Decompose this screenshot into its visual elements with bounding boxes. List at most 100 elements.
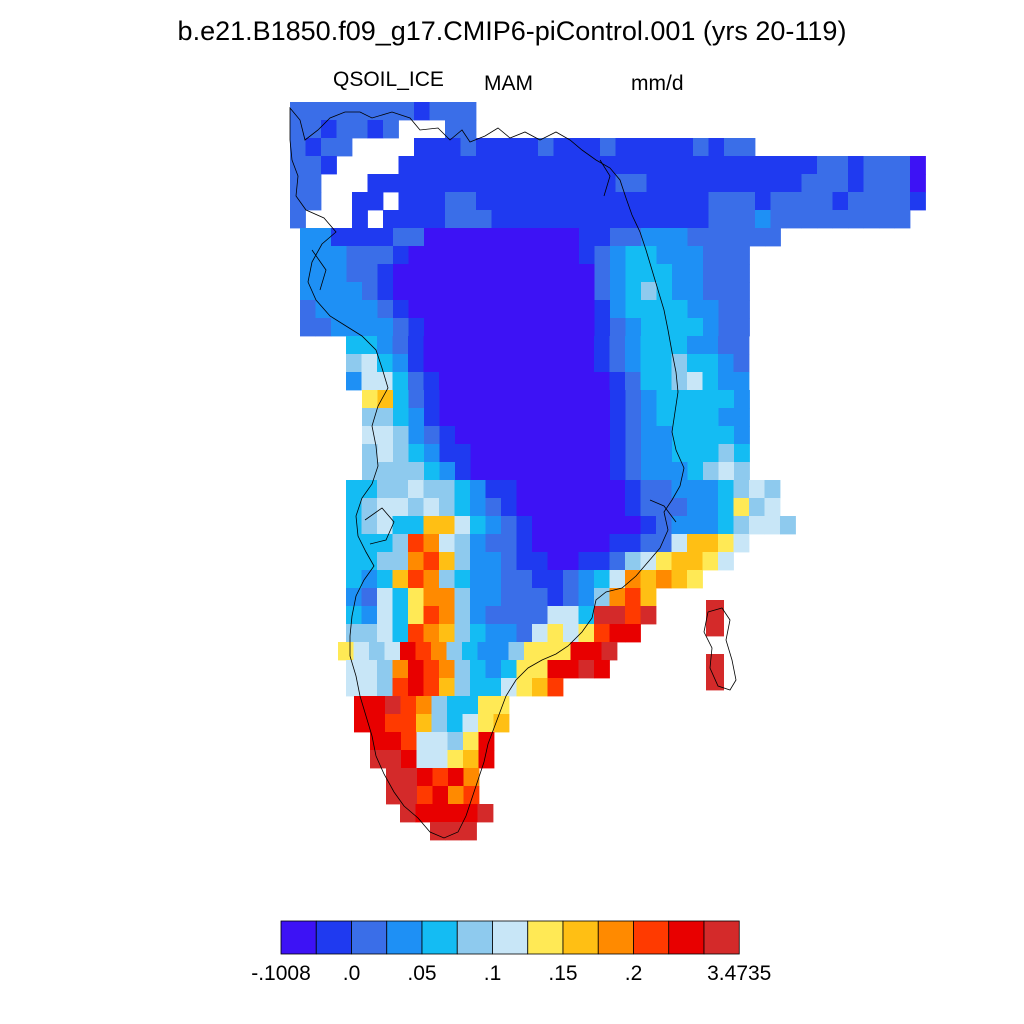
grid-cell — [610, 282, 626, 301]
grid-cell — [423, 660, 440, 679]
grid-cell — [548, 426, 564, 445]
grid-cell — [703, 282, 719, 301]
grid-cell — [321, 102, 337, 121]
grid-cell — [423, 570, 440, 589]
grid-cell — [569, 210, 585, 229]
grid-cell — [801, 192, 818, 211]
grid-cell — [392, 660, 409, 679]
grid-cell — [610, 462, 626, 481]
grid-cell — [687, 480, 703, 499]
grid-cell — [423, 516, 440, 535]
grid-cell — [569, 192, 585, 211]
grid-cell — [331, 228, 347, 247]
grid-cell — [305, 156, 322, 175]
grid-cell — [609, 552, 626, 571]
grid-cell — [346, 282, 363, 301]
grid-cell — [734, 300, 750, 319]
grid-cell — [517, 282, 533, 301]
grid-cell — [300, 300, 316, 319]
grid-cell — [578, 606, 595, 625]
grid-cell — [677, 192, 694, 211]
grid-cell — [516, 678, 533, 697]
grid-cell — [532, 588, 548, 607]
grid-cell — [377, 606, 393, 625]
grid-cell — [687, 462, 704, 481]
grid-cell — [361, 336, 378, 355]
grid-cell — [300, 264, 316, 283]
grid-cell — [392, 354, 409, 373]
colorbar-labels: -.1008 .0 .05 .1 .15 .2 3.4735 — [251, 962, 771, 985]
grid-cell — [460, 210, 477, 229]
grid-cell — [485, 372, 502, 391]
grid-cell — [423, 480, 440, 499]
grid-cell — [609, 606, 626, 625]
grid-cell — [625, 372, 641, 391]
grid-cell — [385, 696, 401, 715]
grid-cell — [361, 570, 378, 589]
grid-cell — [290, 210, 306, 229]
grid-cell — [708, 192, 725, 211]
grid-cell — [367, 120, 384, 139]
grid-cell — [702, 498, 719, 517]
grid-cell — [377, 408, 394, 427]
grid-cell — [563, 624, 579, 643]
colorbar-box — [386, 920, 423, 955]
grid-cell — [491, 210, 508, 229]
grid-cell — [486, 426, 502, 445]
grid-cell — [300, 318, 316, 337]
grid-cell — [392, 624, 409, 643]
grid-cell — [517, 462, 533, 481]
grid-cell — [672, 282, 688, 301]
grid-cell — [486, 228, 502, 247]
grid-cell — [687, 408, 704, 427]
grid-cell — [532, 516, 548, 535]
grid-cell — [454, 372, 471, 391]
grid-cell — [362, 426, 378, 445]
grid-cell — [460, 174, 477, 193]
grid-cell — [532, 606, 548, 625]
grid-cell — [640, 570, 657, 589]
colorbar-box — [280, 920, 317, 955]
grid-cell — [423, 624, 440, 643]
grid-cell — [414, 174, 430, 193]
grid-cell — [532, 228, 549, 247]
grid-cell — [454, 534, 471, 553]
grid-cell — [439, 678, 455, 697]
grid-cell — [625, 480, 641, 499]
grid-cell — [702, 480, 719, 499]
grid-cell — [321, 156, 337, 175]
grid-cell — [516, 570, 533, 589]
grid-cell — [703, 318, 719, 337]
grid-cell — [584, 192, 601, 211]
colorbar-box — [633, 920, 670, 955]
grid-cell — [430, 822, 446, 841]
grid-cell — [563, 318, 580, 337]
grid-cell — [386, 768, 402, 787]
grid-cell — [708, 210, 725, 229]
grid-cell — [439, 534, 455, 553]
grid-cell — [354, 696, 370, 715]
grid-cell — [640, 606, 657, 625]
grid-cell — [594, 444, 611, 463]
grid-cell — [362, 444, 378, 463]
grid-cell — [439, 624, 455, 643]
grid-cell — [656, 516, 672, 535]
grid-cell — [485, 624, 502, 643]
grid-cell — [439, 354, 455, 373]
grid-cell — [331, 264, 347, 283]
grid-cell — [532, 480, 548, 499]
grid-cell — [501, 372, 517, 391]
grid-cell — [548, 408, 564, 427]
grid-cell — [408, 354, 424, 373]
grid-cell — [770, 174, 787, 193]
grid-cell — [609, 570, 626, 589]
grid-cell — [460, 156, 477, 175]
grid-cell — [501, 354, 517, 373]
grid-cell — [702, 552, 719, 571]
grid-cell — [439, 408, 456, 427]
grid-cell — [290, 174, 306, 193]
grid-cell — [424, 426, 440, 445]
coastline-island-east — [703, 607, 737, 691]
grid-cell — [910, 156, 926, 175]
grid-cell — [516, 336, 533, 355]
